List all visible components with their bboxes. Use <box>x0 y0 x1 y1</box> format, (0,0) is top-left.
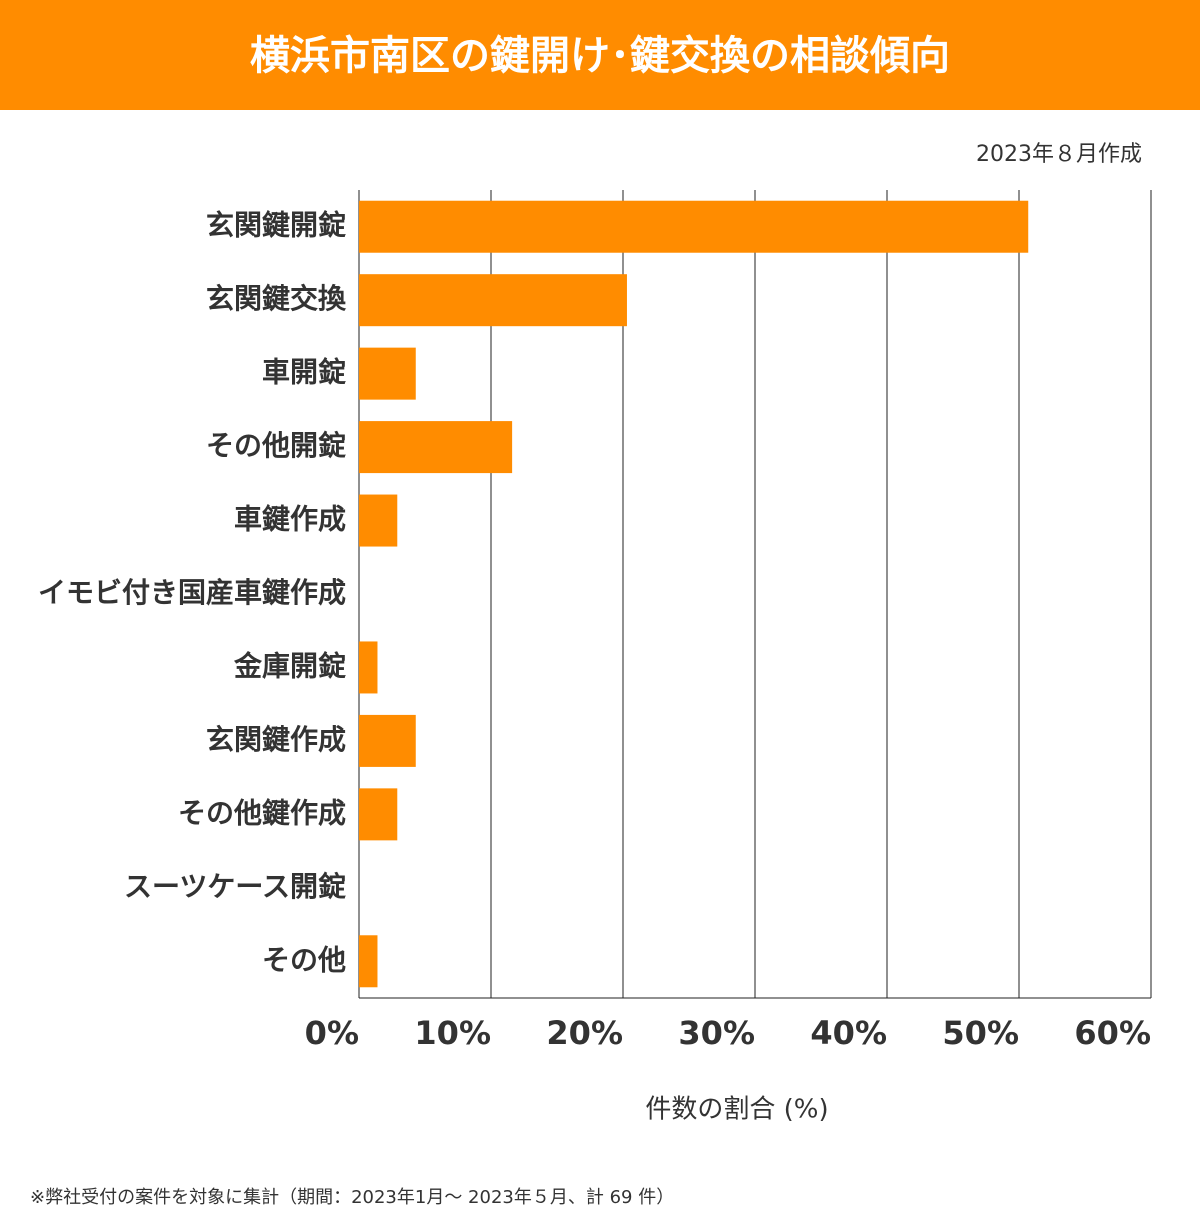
y-tick-label: 車鍵作成 <box>234 503 346 536</box>
x-tick-label: 20% <box>546 1014 623 1052</box>
bar <box>359 494 398 547</box>
footnote: ※弊社受付の案件を対象に集計（期間：2023年1月～ 2023年５月、計 69 … <box>30 1187 674 1208</box>
y-tick-label: スーツケース開錠 <box>124 870 346 903</box>
y-tick-label: 金庫開錠 <box>233 649 346 682</box>
y-tick-label: その他 <box>262 943 346 976</box>
x-tick-label: 10% <box>414 1014 491 1052</box>
y-tick-label: 車開錠 <box>262 356 346 389</box>
bar <box>359 714 416 767</box>
y-tick-label: その他鍵作成 <box>178 796 346 829</box>
bar <box>359 788 398 841</box>
bar <box>359 274 627 327</box>
x-tick-label: 30% <box>678 1014 755 1052</box>
bar <box>359 641 378 694</box>
chart-subtitle: 2023年８月作成 <box>976 142 1142 167</box>
y-tick-label: その他開錠 <box>206 429 346 462</box>
bar <box>359 935 378 988</box>
bar <box>359 421 513 474</box>
bar <box>359 200 1029 253</box>
y-tick-label: 玄関鍵作成 <box>206 723 346 756</box>
y-tick-label: 玄関鍵開錠 <box>206 209 346 242</box>
x-tick-label: 50% <box>942 1014 1019 1052</box>
x-tick-label: 40% <box>810 1014 887 1052</box>
x-axis-label: 件数の割合 (%) <box>645 1095 828 1125</box>
header-band <box>0 0 1200 110</box>
y-tick-label: 玄関鍵交換 <box>206 282 347 315</box>
chart-title: 横浜市南区の鍵開け･鍵交換の相談傾向 <box>250 33 950 79</box>
y-tick-label: イモビ付き国産車鍵作成 <box>38 576 346 609</box>
x-tick-label: 60% <box>1074 1014 1151 1052</box>
bar <box>359 347 416 400</box>
x-tick-label: 0% <box>305 1014 359 1052</box>
